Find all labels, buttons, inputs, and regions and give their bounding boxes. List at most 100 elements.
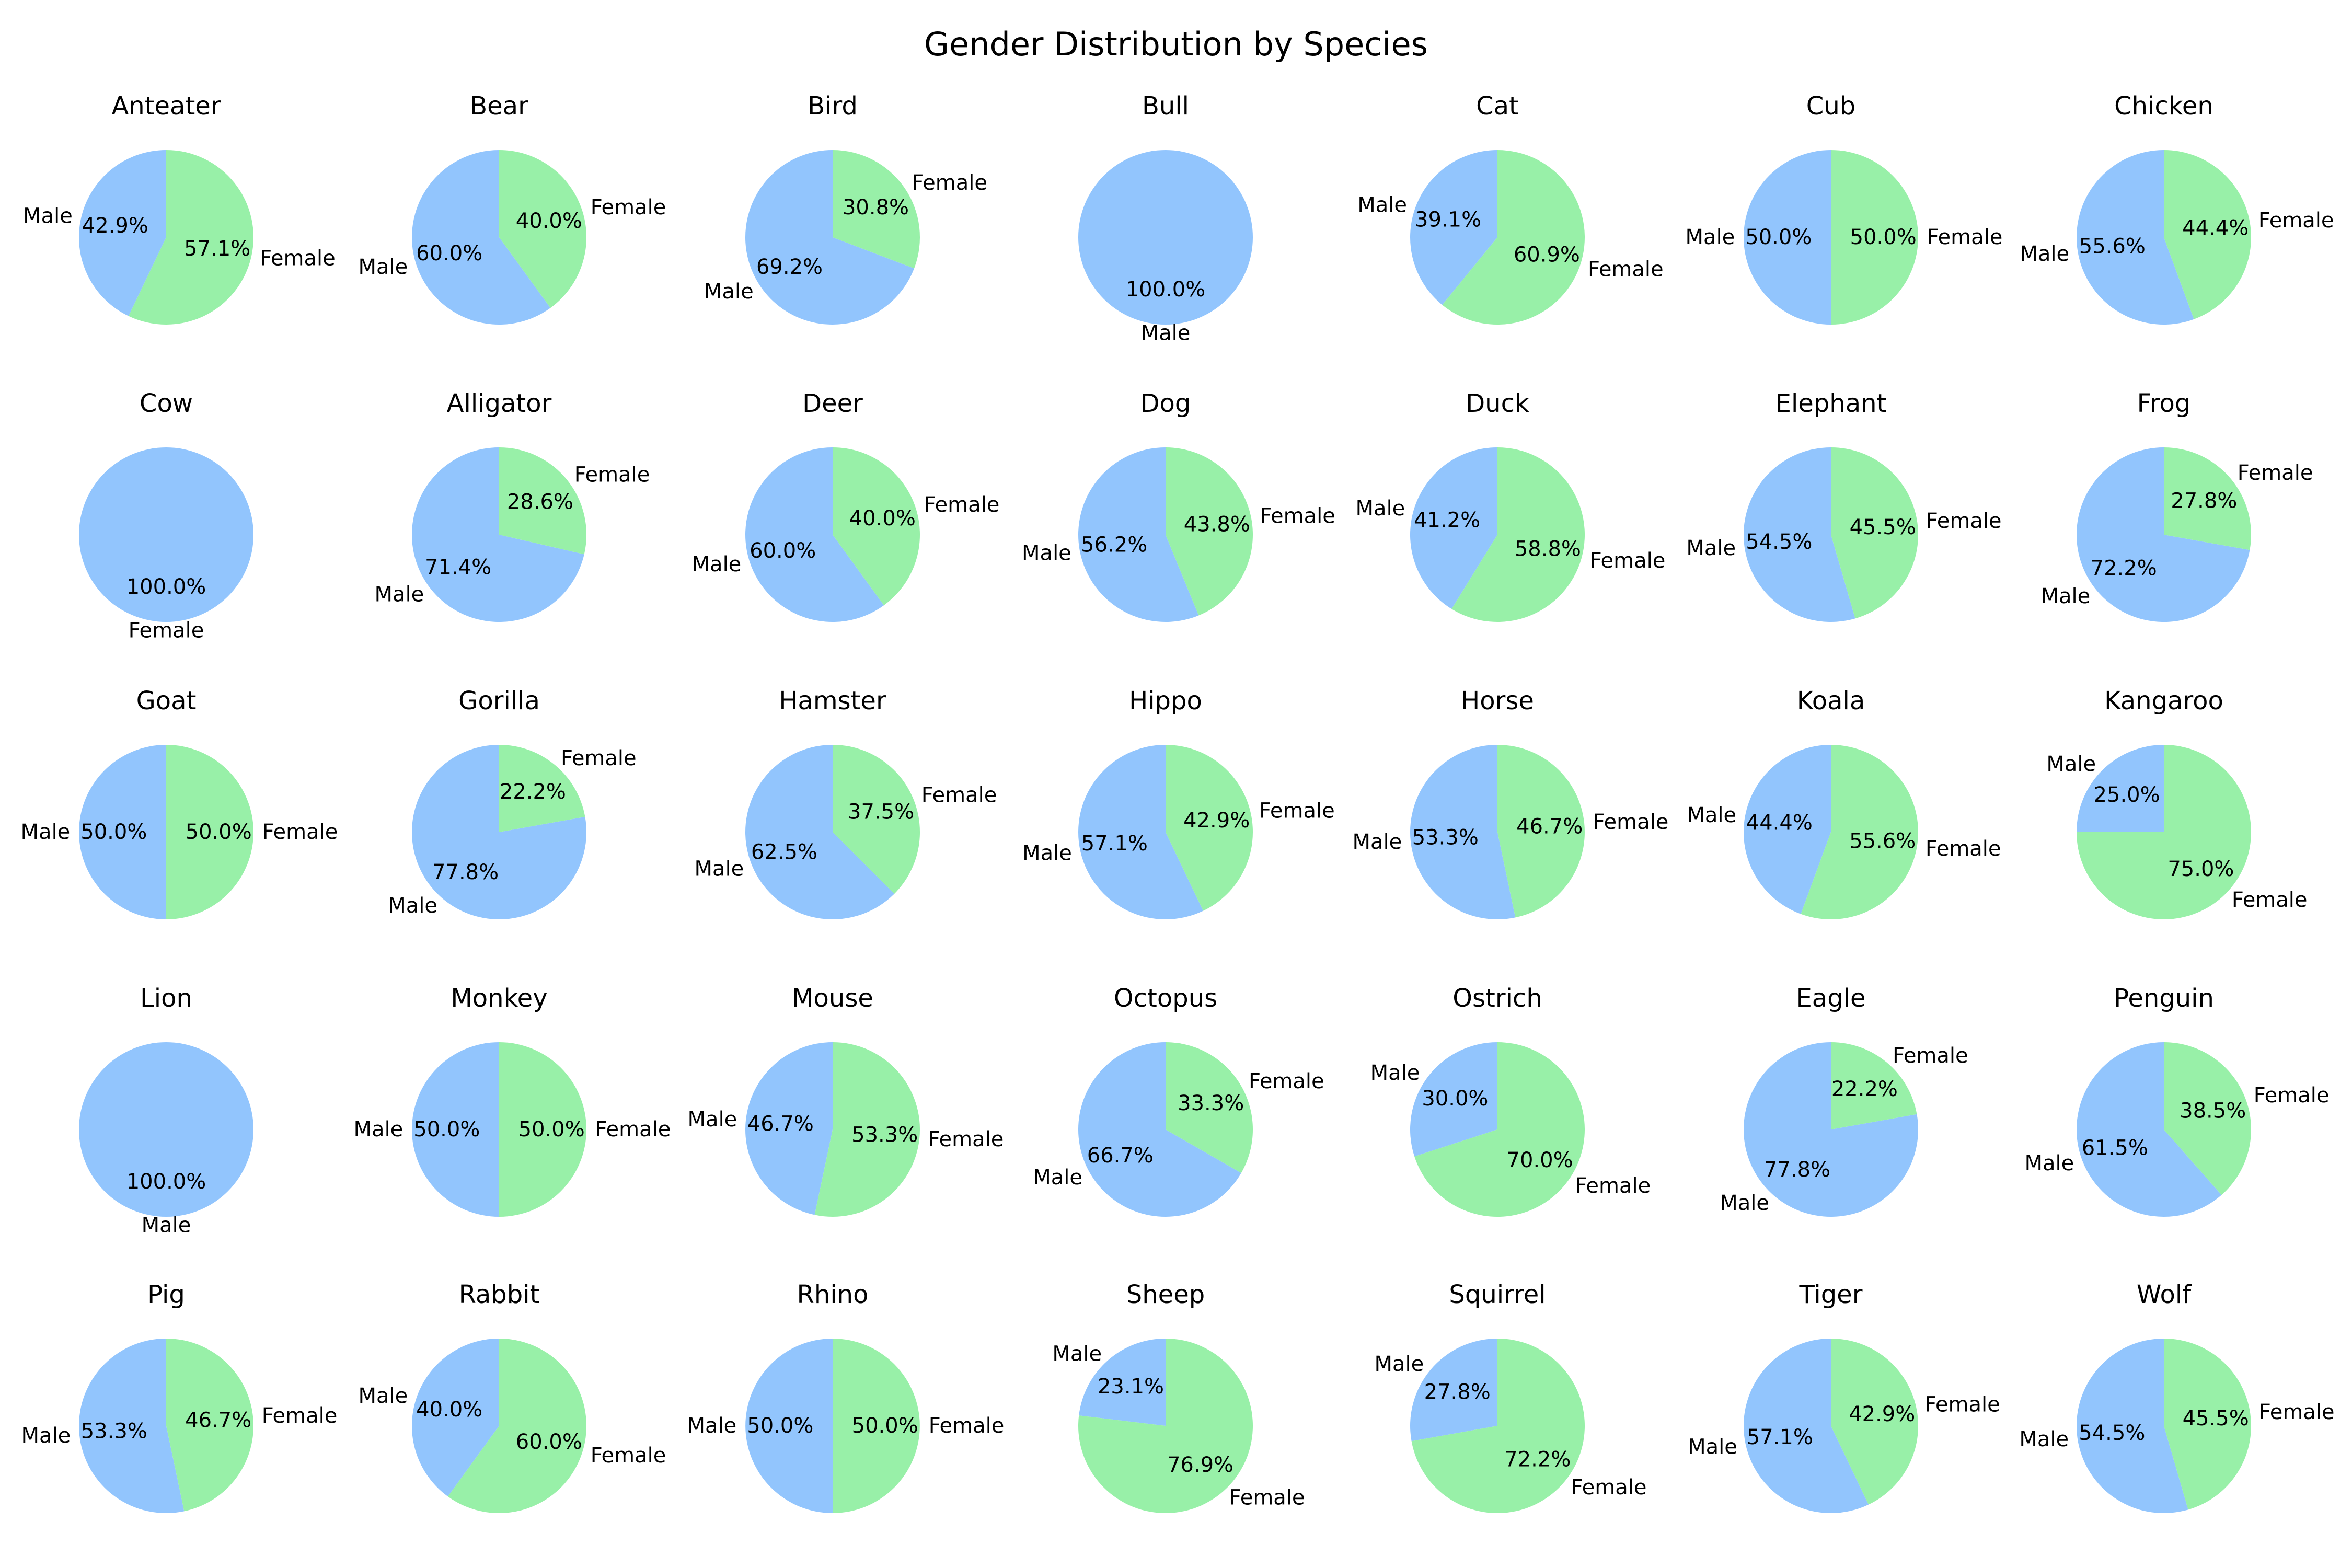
slice-label-horse-female: Female <box>1593 810 1669 834</box>
pie-slice-bear-female <box>499 150 587 308</box>
slice-label-koala-male: Male <box>1687 803 1736 827</box>
pie-title-koala: Koala <box>1797 686 1865 716</box>
pie-slice-alligator-female <box>499 447 587 555</box>
pie-title-pig: Pig <box>147 1280 185 1309</box>
pie-slice-gorilla-male <box>411 745 586 919</box>
slice-label-alligator-female: Female <box>574 463 650 487</box>
pie-slice-elephant-female <box>1831 447 1919 619</box>
slice-label-goat-female: Female <box>262 820 338 844</box>
pie-slice-octopus-female <box>1166 1042 1253 1173</box>
pct-label-hamster-male: 62.5% <box>751 840 817 864</box>
pie-rhino: Rhino 50.0% Male 50.0% Female <box>687 1280 1005 1513</box>
pct-label-cow-female: 100.0% <box>126 575 206 599</box>
pie-ostrich: Ostrich 30.0%Male 70.0%Female <box>1370 984 1651 1217</box>
pie-frog: Frog 72.2%Male 27.8%Female <box>2040 389 2313 622</box>
pct-label-bird-female: 30.8% <box>843 195 909 220</box>
pie-title-gorilla: Gorilla <box>458 686 540 716</box>
pie-squirrel: Squirrel 27.8%Male 72.2%Female <box>1374 1280 1646 1514</box>
slice-label-hippo-male: Male <box>1022 841 1072 866</box>
pie-wolf: Wolf 54.5% Male 45.5% Female <box>2019 1280 2335 1514</box>
pct-label-bull-male: 100.0% <box>1126 278 1206 302</box>
pie-slice-gorilla-female <box>499 745 585 832</box>
pie-slice-alligator-male <box>412 447 584 622</box>
pie-slice-rhino-male <box>745 1339 833 1513</box>
pie-slice-dog-female <box>1166 447 1253 616</box>
pie-slice-bird-female <box>833 150 920 269</box>
slice-label-deer-female: Female <box>924 493 1000 517</box>
pie-slice-cow-female <box>79 447 253 622</box>
pie-slice-frog-male <box>2076 447 2250 622</box>
slice-label-rabbit-female: Female <box>591 1444 666 1468</box>
pie-title-kangaroo: Kangaroo <box>2104 686 2223 716</box>
pie-slice-tiger-male <box>1744 1339 1869 1514</box>
pct-label-rhino-female: 50.0% <box>852 1414 918 1438</box>
slice-label-bear-male: Male <box>359 255 408 279</box>
pct-label-bird-male: 69.2% <box>756 255 823 279</box>
pie-slice-cub-male <box>1744 150 1831 325</box>
pie-slice-rabbit-female <box>447 1339 586 1513</box>
slice-label-bird-female: Female <box>912 171 987 195</box>
pie-title-sheep: Sheep <box>1126 1280 1205 1309</box>
pct-label-bear-male: 60.0% <box>416 241 482 266</box>
pct-label-lion-male: 100.0% <box>126 1170 206 1194</box>
pct-label-duck-female: 58.8% <box>1515 537 1581 561</box>
slice-label-deer-male: Male <box>692 552 742 577</box>
pie-slice-hippo-female <box>1166 745 1253 911</box>
pie-slice-sheep-male <box>1079 1339 1166 1426</box>
pie-slice-deer-male <box>745 447 884 622</box>
pie-title-penguin: Penguin <box>2114 984 2214 1013</box>
pct-label-wolf-male: 54.5% <box>2079 1421 2145 1445</box>
pct-label-elephant-male: 54.5% <box>1746 530 1812 554</box>
pie-hamster: Hamster 62.5% Male 37.5% Female <box>695 686 997 919</box>
pct-label-koala-male: 44.4% <box>1746 811 1813 835</box>
pie-title-dog: Dog <box>1140 389 1191 418</box>
pie-slice-wolf-female <box>2164 1339 2252 1510</box>
pct-label-mouse-male: 46.7% <box>747 1112 814 1136</box>
pie-slice-lion-male <box>79 1042 253 1217</box>
pie-slice-koala-male <box>1743 745 1831 914</box>
pie-title-bull: Bull <box>1142 91 1189 121</box>
slice-label-duck-female: Female <box>1590 549 1666 573</box>
pct-label-pig-male: 53.3% <box>81 1419 147 1443</box>
pie-slice-eagle-male <box>1743 1042 1918 1217</box>
pct-label-cat-male: 39.1% <box>1415 207 1481 232</box>
slice-label-elephant-female: Female <box>1926 509 2002 533</box>
slice-label-cub-male: Male <box>1686 225 1735 249</box>
slice-label-gorilla-male: Male <box>388 894 437 918</box>
pie-slice-chicken-male <box>2077 150 2194 325</box>
pct-label-pig-female: 46.7% <box>185 1409 251 1433</box>
pie-slice-pig-female <box>166 1339 253 1512</box>
slice-label-anteater-female: Female <box>260 247 336 271</box>
pct-label-rabbit-female: 60.0% <box>516 1430 582 1454</box>
slice-label-rhino-female: Female <box>929 1414 1005 1438</box>
slice-label-squirrel-male: Male <box>1374 1352 1424 1376</box>
pie-slice-horse-female <box>1497 745 1585 918</box>
slice-label-tiger-female: Female <box>1924 1392 2000 1416</box>
pct-label-eagle-female: 22.2% <box>1831 1077 1898 1101</box>
slice-label-elephant-male: Male <box>1686 536 1736 560</box>
pie-title-rhino: Rhino <box>797 1280 869 1309</box>
pie-alligator: Alligator 71.4%Male 28.6%Female <box>375 389 650 622</box>
pct-label-monkey-male: 50.0% <box>413 1117 480 1142</box>
slice-label-rabbit-male: Male <box>359 1384 408 1408</box>
pie-sheep: Sheep 23.1% Male 76.9% Female <box>1052 1280 1305 1513</box>
slice-label-bull-male: Male <box>1141 321 1191 345</box>
pie-title-ostrich: Ostrich <box>1452 984 1542 1013</box>
pie-title-goat: Goat <box>136 686 197 716</box>
pie-slice-bull-male <box>1078 150 1253 325</box>
pie-title-monkey: Monkey <box>451 984 547 1013</box>
pct-label-hamster-female: 37.5% <box>848 800 914 824</box>
pie-slice-penguin-male <box>2077 1042 2222 1217</box>
pie-slice-cub-female <box>1831 150 1918 325</box>
pie-slice-wolf-male <box>2077 1339 2188 1514</box>
pct-label-duck-male: 41.2% <box>1414 509 1480 533</box>
pct-label-cub-female: 50.0% <box>1850 225 1917 249</box>
pct-label-hippo-male: 57.1% <box>1081 832 1148 856</box>
pie-cat: Cat 39.1% Male 60.9% Female <box>1357 91 1664 325</box>
slice-label-gorilla-female: Female <box>561 746 637 770</box>
pct-label-cub-male: 50.0% <box>1745 225 1812 249</box>
pct-label-monkey-female: 50.0% <box>518 1117 585 1142</box>
pct-label-chicken-male: 55.6% <box>2079 235 2146 259</box>
pie-slice-hamster-male <box>745 745 895 919</box>
pie-elephant: Elephant 54.5% Male 45.5% Female <box>1686 389 2002 622</box>
